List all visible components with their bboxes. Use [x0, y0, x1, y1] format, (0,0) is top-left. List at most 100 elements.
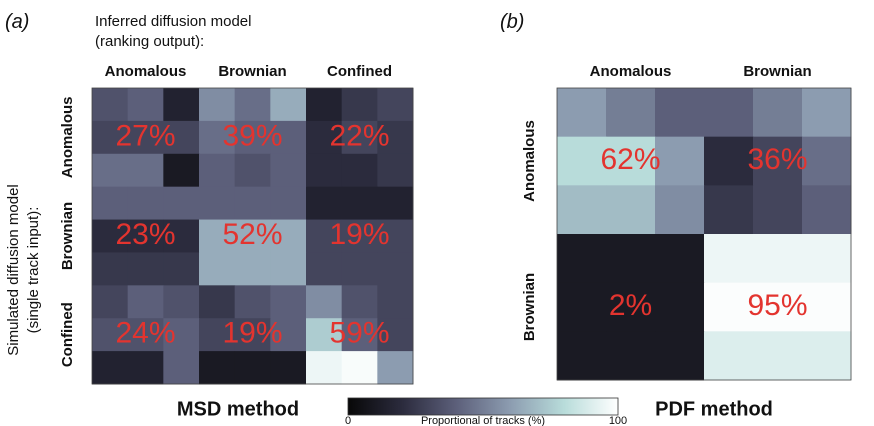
value-label: 39%: [222, 119, 282, 152]
heatmap-cell: [199, 219, 236, 253]
heatmap-cell: [306, 252, 343, 286]
value-label: 19%: [222, 317, 282, 350]
heatmap-cell: [127, 186, 164, 221]
heatmap-cell: [306, 88, 343, 122]
value-label: 27%: [115, 119, 175, 152]
heatmap-cell: [199, 88, 236, 122]
heatmap-cell: [92, 285, 129, 319]
heatmap-cell: [606, 234, 656, 284]
heatmap-cell: [655, 234, 705, 284]
heatmap-cell: [341, 351, 378, 385]
heatmap-cell: [341, 285, 378, 319]
heatmap-cell: [127, 88, 164, 122]
heatmap-cell: [341, 120, 378, 155]
heatmap-cell: [270, 318, 307, 352]
heatmap-cell: [655, 185, 705, 235]
heatmap-cell: [92, 186, 129, 221]
heatmap-cell: [753, 136, 803, 186]
heatmap-cell: [92, 351, 129, 385]
heatmap-cell: [92, 153, 129, 188]
heatmap-cell: [306, 219, 343, 253]
heatmap-cell: [377, 88, 414, 122]
y-tick-label: Brownian: [521, 273, 538, 341]
heatmap-cell: [377, 252, 414, 286]
heatmap-cell: [341, 318, 378, 352]
heatmap-cell: [606, 331, 656, 381]
heatmap-cell: [127, 153, 164, 188]
heatmap-cell: [127, 219, 164, 253]
colorbar-label: Proportional of tracks (%): [421, 415, 545, 426]
heatmap-cell: [199, 252, 236, 286]
heatmap-cell: [557, 331, 607, 381]
heatmap-cell: [802, 88, 852, 138]
heatmap-cell: [377, 285, 414, 319]
heatmap-cell: [802, 234, 852, 284]
heatmap-cell: [557, 282, 607, 332]
heatmap-cell: [377, 186, 414, 221]
heatmap-cell: [270, 120, 307, 155]
heatmap-cell: [753, 88, 803, 138]
heatmap-cell: [163, 186, 200, 221]
heatmap-cell: [234, 252, 271, 286]
y-tick-label: Confined: [59, 302, 76, 367]
x-axis-title: (ranking output):: [95, 33, 204, 50]
heatmap-cell: [655, 136, 705, 186]
chart-title: PDF method: [655, 398, 773, 420]
colorbar-tick-label: 0: [345, 415, 351, 426]
heatmap-cell: [92, 219, 129, 253]
heatmap-cell: [92, 120, 129, 155]
heatmap-cell: [655, 282, 705, 332]
heatmap-cell: [234, 318, 271, 352]
value-label: 22%: [329, 119, 389, 152]
heatmap-cell: [163, 153, 200, 188]
value-label: 24%: [115, 317, 175, 350]
heatmap-cell: [341, 219, 378, 253]
heatmap-cell: [377, 351, 414, 385]
heatmap-cell: [377, 120, 414, 155]
y-axis-title: Simulated diffusion model: [5, 184, 22, 356]
y-tick-label: Anomalous: [521, 120, 538, 202]
heatmap-cell: [704, 88, 754, 138]
heatmap-cell: [234, 219, 271, 253]
plot-frame: [91, 87, 414, 385]
heatmap-cell: [270, 351, 307, 385]
heatmap-cell: [234, 285, 271, 319]
heatmap-cell: [377, 318, 414, 352]
y-tick-label: Brownian: [59, 202, 76, 270]
heatmap-cell: [557, 88, 607, 138]
heatmap-cell: [199, 153, 236, 188]
y-tick-label: Anomalous: [59, 96, 76, 178]
heatmap-cell: [802, 331, 852, 381]
heatmap-cell: [306, 318, 343, 352]
heatmap-cell: [802, 136, 852, 186]
heatmap-cell: [199, 186, 236, 221]
value-label: 36%: [747, 143, 807, 176]
heatmap-cell: [377, 153, 414, 188]
heatmap-cell: [306, 285, 343, 319]
heatmap-cell: [753, 282, 803, 332]
heatmap-cell: [234, 153, 271, 188]
heatmap-cell: [341, 88, 378, 122]
heatmap-cell: [557, 185, 607, 235]
heatmap-cell: [655, 331, 705, 381]
heatmap-cell: [234, 88, 271, 122]
heatmap-cell: [557, 234, 607, 284]
heatmap-cell: [234, 186, 271, 221]
heatmap-cell: [606, 282, 656, 332]
x-tick-label: Brownian: [218, 63, 286, 80]
heatmap-cell: [606, 88, 656, 138]
heatmap-cell: [270, 153, 307, 188]
heatmap-cell: [753, 234, 803, 284]
heatmap-cell: [127, 318, 164, 352]
heatmap-cell: [92, 318, 129, 352]
heatmap-cell: [163, 120, 200, 155]
x-tick-label: Confined: [327, 63, 392, 80]
y-axis-title: (single track input):: [25, 207, 42, 334]
heatmap-cell: [377, 219, 414, 253]
x-tick-label: Brownian: [743, 63, 811, 80]
heatmap-cell: [655, 88, 705, 138]
heatmap-cell: [163, 318, 200, 352]
value-label: 19%: [329, 218, 389, 251]
x-tick-label: Anomalous: [590, 63, 672, 80]
x-tick-label: Anomalous: [105, 63, 187, 80]
